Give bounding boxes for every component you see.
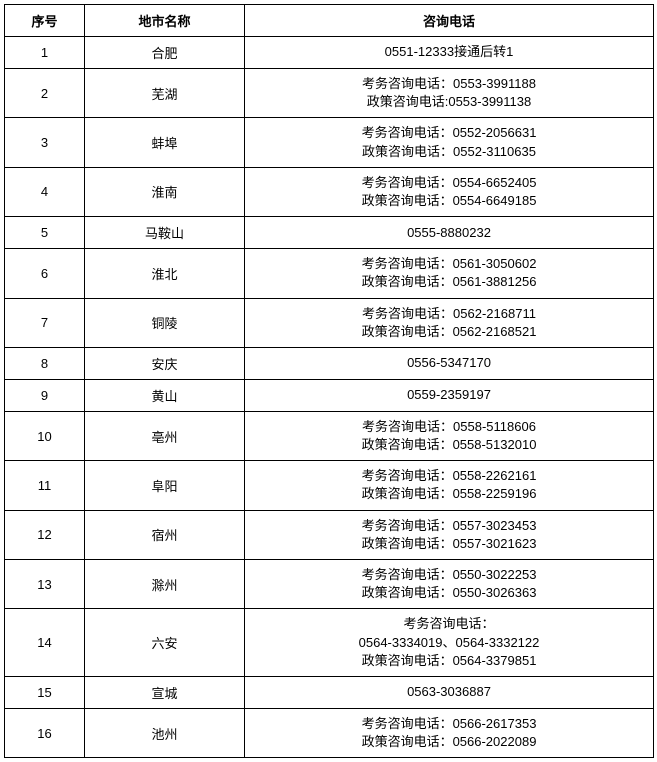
cell-seq: 16 [5, 708, 85, 757]
table-row: 11阜阳考务咨询电话：0558-2262161政策咨询电话：0558-22591… [5, 461, 654, 510]
cell-phone: 0556-5347170 [245, 347, 654, 379]
phone-line: 考务咨询电话：0558-2262161 [249, 467, 649, 485]
phone-line: 政策咨询电话：0561-3881256 [249, 273, 649, 291]
table-row: 9黄山0559-2359197 [5, 379, 654, 411]
cell-city: 滁州 [85, 560, 245, 609]
cell-seq: 9 [5, 379, 85, 411]
phone-line: 考务咨询电话：0562-2168711 [249, 305, 649, 323]
cell-phone: 考务咨询电话：0553-3991188政策咨询电话:0553-3991138 [245, 69, 654, 118]
cell-city: 六安 [85, 609, 245, 677]
cell-phone: 考务咨询电话：0561-3050602政策咨询电话：0561-3881256 [245, 249, 654, 298]
cell-seq: 10 [5, 411, 85, 460]
phone-line: 考务咨询电话：0552-2056631 [249, 124, 649, 142]
cell-phone: 考务咨询电话：0564-3334019、0564-3332122政策咨询电话：0… [245, 609, 654, 677]
phone-line: 考务咨询电话：0566-2617353 [249, 715, 649, 733]
cell-phone: 考务咨询电话：0550-3022253政策咨询电话：0550-3026363 [245, 560, 654, 609]
cell-city: 亳州 [85, 411, 245, 460]
phone-line: 政策咨询电话：0566-2022089 [249, 733, 649, 751]
phone-line: 考务咨询电话：0557-3023453 [249, 517, 649, 535]
phone-line: 考务咨询电话：0553-3991188 [249, 75, 649, 93]
table-row: 13滁州考务咨询电话：0550-3022253政策咨询电话：0550-30263… [5, 560, 654, 609]
cell-city: 宿州 [85, 510, 245, 559]
cell-phone: 考务咨询电话：0558-2262161政策咨询电话：0558-2259196 [245, 461, 654, 510]
cell-city: 芜湖 [85, 69, 245, 118]
cell-seq: 15 [5, 676, 85, 708]
phone-line: 考务咨询电话：0554-6652405 [249, 174, 649, 192]
cell-seq: 12 [5, 510, 85, 559]
cell-city: 黄山 [85, 379, 245, 411]
table-row: 5马鞍山0555-8880232 [5, 217, 654, 249]
cell-seq: 4 [5, 167, 85, 216]
cell-city: 马鞍山 [85, 217, 245, 249]
city-phone-table: 序号 地市名称 咨询电话 1合肥0551-12333接通后转12芜湖考务咨询电话… [4, 4, 654, 758]
cell-phone: 0551-12333接通后转1 [245, 37, 654, 69]
cell-phone: 考务咨询电话：0566-2617353政策咨询电话：0566-2022089 [245, 708, 654, 757]
table-row: 16池州考务咨询电话：0566-2617353政策咨询电话：0566-20220… [5, 708, 654, 757]
table-row: 6淮北考务咨询电话：0561-3050602政策咨询电话：0561-388125… [5, 249, 654, 298]
phone-line: 政策咨询电话：0550-3026363 [249, 584, 649, 602]
cell-phone: 考务咨询电话：0554-6652405政策咨询电话：0554-6649185 [245, 167, 654, 216]
table-row: 4淮南考务咨询电话：0554-6652405政策咨询电话：0554-664918… [5, 167, 654, 216]
table-row: 15宣城0563-3036887 [5, 676, 654, 708]
phone-line: 政策咨询电话:0553-3991138 [249, 93, 649, 111]
phone-line: 0564-3334019、0564-3332122 [249, 634, 649, 652]
col-header-seq: 序号 [5, 5, 85, 37]
phone-line: 政策咨询电话：0562-2168521 [249, 323, 649, 341]
cell-city: 池州 [85, 708, 245, 757]
phone-line: 政策咨询电话：0564-3379851 [249, 652, 649, 670]
cell-city: 宣城 [85, 676, 245, 708]
table-row: 3蚌埠考务咨询电话：0552-2056631政策咨询电话：0552-311063… [5, 118, 654, 167]
table-row: 12宿州考务咨询电话：0557-3023453政策咨询电话：0557-30216… [5, 510, 654, 559]
cell-seq: 7 [5, 298, 85, 347]
table-row: 14六安考务咨询电话：0564-3334019、0564-3332122政策咨询… [5, 609, 654, 677]
cell-seq: 14 [5, 609, 85, 677]
phone-line: 考务咨询电话：0550-3022253 [249, 566, 649, 584]
cell-city: 阜阳 [85, 461, 245, 510]
cell-seq: 2 [5, 69, 85, 118]
cell-seq: 1 [5, 37, 85, 69]
cell-city: 安庆 [85, 347, 245, 379]
col-header-phone: 咨询电话 [245, 5, 654, 37]
cell-city: 铜陵 [85, 298, 245, 347]
phone-line: 0559-2359197 [249, 386, 649, 404]
col-header-city: 地市名称 [85, 5, 245, 37]
table-row: 8安庆0556-5347170 [5, 347, 654, 379]
cell-seq: 5 [5, 217, 85, 249]
phone-line: 考务咨询电话： [249, 615, 649, 633]
cell-phone: 考务咨询电话：0552-2056631政策咨询电话：0552-3110635 [245, 118, 654, 167]
table-row: 1合肥0551-12333接通后转1 [5, 37, 654, 69]
cell-city: 淮北 [85, 249, 245, 298]
phone-line: 0551-12333接通后转1 [249, 43, 649, 61]
cell-city: 蚌埠 [85, 118, 245, 167]
phone-line: 政策咨询电话：0558-5132010 [249, 436, 649, 454]
cell-phone: 考务咨询电话：0558-5118606政策咨询电话：0558-5132010 [245, 411, 654, 460]
cell-phone: 0559-2359197 [245, 379, 654, 411]
cell-seq: 11 [5, 461, 85, 510]
phone-line: 考务咨询电话：0561-3050602 [249, 255, 649, 273]
phone-line: 0563-3036887 [249, 683, 649, 701]
phone-line: 政策咨询电话：0552-3110635 [249, 143, 649, 161]
cell-seq: 6 [5, 249, 85, 298]
phone-line: 0556-5347170 [249, 354, 649, 372]
table-row: 2芜湖考务咨询电话：0553-3991188政策咨询电话:0553-399113… [5, 69, 654, 118]
cell-seq: 13 [5, 560, 85, 609]
cell-seq: 3 [5, 118, 85, 167]
table-row: 7铜陵考务咨询电话：0562-2168711政策咨询电话：0562-216852… [5, 298, 654, 347]
phone-line: 政策咨询电话：0557-3021623 [249, 535, 649, 553]
phone-line: 0555-8880232 [249, 224, 649, 242]
cell-phone: 考务咨询电话：0562-2168711政策咨询电话：0562-2168521 [245, 298, 654, 347]
phone-line: 政策咨询电话：0558-2259196 [249, 485, 649, 503]
phone-line: 考务咨询电话：0558-5118606 [249, 418, 649, 436]
table-row: 10亳州考务咨询电话：0558-5118606政策咨询电话：0558-51320… [5, 411, 654, 460]
cell-phone: 考务咨询电话：0557-3023453政策咨询电话：0557-3021623 [245, 510, 654, 559]
cell-phone: 0555-8880232 [245, 217, 654, 249]
cell-seq: 8 [5, 347, 85, 379]
cell-city: 淮南 [85, 167, 245, 216]
cell-phone: 0563-3036887 [245, 676, 654, 708]
cell-city: 合肥 [85, 37, 245, 69]
phone-line: 政策咨询电话：0554-6649185 [249, 192, 649, 210]
table-header-row: 序号 地市名称 咨询电话 [5, 5, 654, 37]
